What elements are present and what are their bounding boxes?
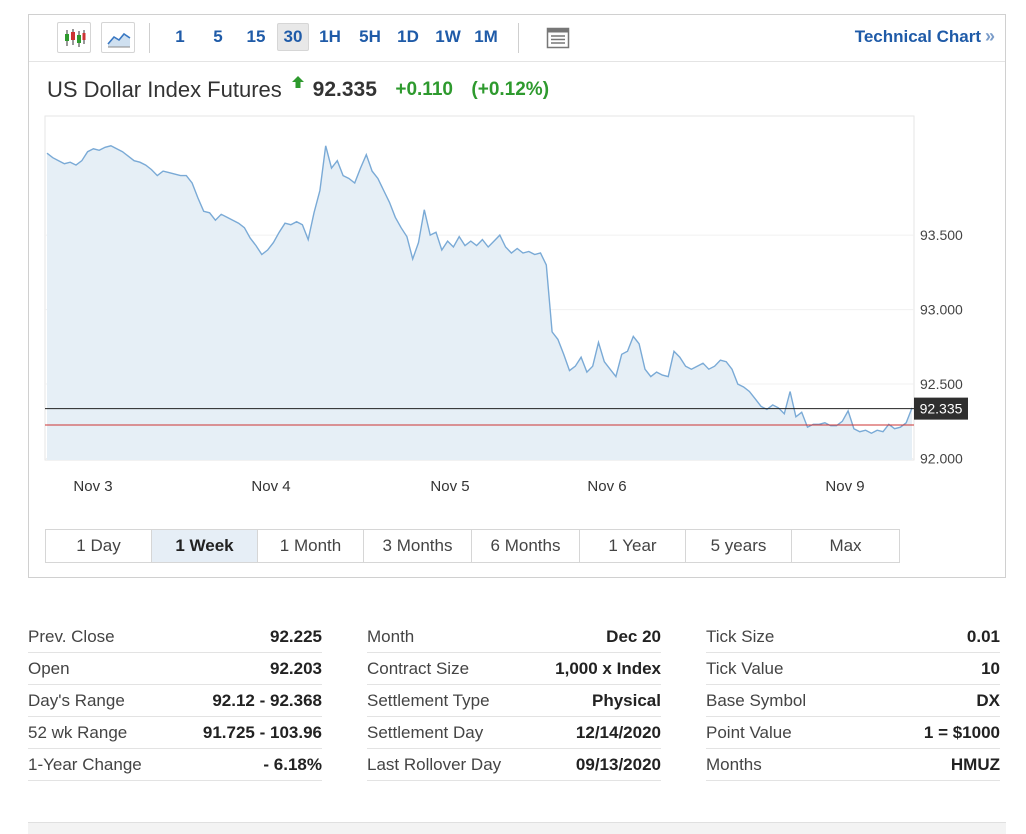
detail-label: Base Symbol — [706, 690, 807, 710]
price-change: +0.110 — [395, 79, 453, 100]
detail-value: 12/14/2020 — [575, 722, 661, 742]
up-arrow-icon — [292, 75, 305, 93]
detail-row: Settlement Type Physical — [367, 685, 661, 717]
range-6-months[interactable]: 6 Months — [472, 530, 580, 562]
detail-row: Months HMUZ — [706, 749, 1000, 781]
double-chevron-right-icon: » — [984, 26, 995, 46]
instrument-name: US Dollar Index Futures — [47, 77, 282, 102]
interval-1w[interactable]: 1W — [435, 27, 461, 46]
detail-label: Day's Range — [28, 690, 125, 710]
price-chart[interactable]: Investing .com 93.50093.00092.50092.000 … — [29, 115, 1005, 515]
technical-chart-link[interactable]: Technical Chart» — [855, 26, 995, 47]
price-area — [47, 145, 912, 461]
range-3-months[interactable]: 3 Months — [364, 530, 472, 562]
detail-label: Month — [367, 626, 415, 646]
detail-value: DX — [976, 690, 1000, 710]
detail-row: Base Symbol DX — [706, 685, 1000, 717]
detail-row: Tick Size 0.01 — [706, 621, 1000, 653]
candlestick-icon — [65, 29, 86, 47]
toolbar-divider — [518, 23, 519, 53]
last-price: 92.335 — [312, 78, 377, 101]
x-tick-label: Nov 5 — [430, 478, 469, 495]
detail-row: Month Dec 20 — [367, 621, 661, 653]
line-chart-icon — [107, 32, 131, 48]
toolbar-divider — [149, 23, 150, 53]
detail-value: 10 — [981, 658, 1000, 678]
detail-row: 1-Year Change - 6.18% — [28, 749, 322, 781]
interval-5h[interactable]: 5H — [359, 27, 381, 46]
details-column-3: Tick Size 0.01 Tick Value 10 Base Symbol DX Po… — [706, 621, 1000, 781]
svg-text:92.335: 92.335 — [920, 401, 963, 417]
y-tick-label: 92.000 — [920, 451, 963, 467]
technical-chart-label: Technical Chart — [854, 27, 981, 46]
detail-row: Prev. Close 92.225 — [28, 621, 322, 653]
detail-value: HMUZ — [950, 754, 1000, 774]
detail-value: 92.225 — [270, 626, 322, 646]
interval-30[interactable]: 30 — [277, 23, 309, 51]
detail-value: 92.12 - 92.368 — [212, 690, 322, 710]
range-5-years[interactable]: 5 years — [686, 530, 792, 562]
chart-widget: 1 5 15 30 1H 5H 1D 1W 1M Technical Chart» US Dol… — [28, 14, 1006, 578]
price-change-percent: (+0.12%) — [471, 79, 550, 100]
detail-label: Prev. Close — [28, 626, 115, 646]
detail-row: Settlement Day 12/14/2020 — [367, 717, 661, 749]
x-tick-label: Nov 6 — [587, 478, 626, 495]
detail-row: Contract Size 1,000 x Index — [367, 653, 661, 685]
detail-label: Last Rollover Day — [367, 754, 502, 774]
detail-label: Settlement Day — [367, 722, 484, 742]
details-column-2: Month Dec 20 Contract Size 1,000 x Index Set… — [367, 621, 661, 781]
detail-value: 92.203 — [270, 658, 322, 678]
interval-1m[interactable]: 1M — [474, 27, 498, 46]
detail-value: 1,000 x Index — [555, 658, 661, 678]
detail-value: Physical — [592, 690, 661, 710]
footer-strip — [28, 822, 1006, 834]
x-tick-label: Nov 9 — [825, 478, 864, 495]
detail-label: Tick Size — [706, 626, 775, 646]
details-column-1: Prev. Close 92.225 Open 92.203 Day's Range 92… — [28, 621, 322, 781]
detail-row: Point Value 1 = $1000 — [706, 717, 1000, 749]
candlestick-chart-button[interactable] — [57, 22, 91, 53]
detail-value: 09/13/2020 — [575, 754, 661, 774]
detail-label: Contract Size — [367, 658, 470, 678]
x-tick-label: Nov 4 — [251, 478, 290, 495]
area-chart-button[interactable] — [101, 22, 135, 53]
detail-label: 1-Year Change — [28, 754, 142, 774]
detail-label: Point Value — [706, 722, 792, 742]
detail-value: 1 = $1000 — [923, 722, 1000, 742]
detail-row: Day's Range 92.12 - 92.368 — [28, 685, 322, 717]
y-tick-label: 93.000 — [920, 302, 963, 318]
range-1-day[interactable]: 1 Day — [46, 530, 152, 562]
detail-value: 0.01 — [966, 626, 1000, 646]
interval-1d[interactable]: 1D — [397, 27, 419, 46]
y-tick-label: 93.500 — [920, 227, 963, 243]
detail-row: Tick Value 10 — [706, 653, 1000, 685]
chart-toolbar: 1 5 15 30 1H 5H 1D 1W 1M Technical Chart» — [29, 15, 1005, 62]
interval-1h[interactable]: 1H — [319, 27, 341, 46]
interval-15[interactable]: 15 — [246, 27, 266, 46]
range-max[interactable]: Max — [792, 530, 899, 562]
detail-label: Open — [28, 658, 70, 678]
interval-5[interactable]: 5 — [213, 27, 223, 46]
y-tick-label: 92.500 — [920, 376, 963, 392]
layout-icon — [546, 27, 570, 49]
quote-header: US Dollar Index Futures 92.335 +0.110 (+… — [47, 75, 550, 107]
range-1-week[interactable]: 1 Week — [152, 530, 258, 562]
detail-row: Open 92.203 — [28, 653, 322, 685]
chart-settings-button[interactable] — [546, 26, 570, 55]
detail-label: Months — [706, 754, 762, 774]
detail-row: 52 wk Range 91.725 - 103.96 — [28, 717, 322, 749]
detail-value: 91.725 - 103.96 — [202, 722, 322, 742]
range-1-month[interactable]: 1 Month — [258, 530, 364, 562]
detail-value: Dec 20 — [606, 626, 661, 646]
last-price-badge: 92.335 — [914, 397, 968, 420]
time-range-selector: 1 Day 1 Week 1 Month 3 Months 6 Months 1 Year… — [45, 529, 900, 563]
x-tick-label: Nov 3 — [73, 478, 112, 495]
detail-label: 52 wk Range — [28, 722, 128, 742]
range-1-year[interactable]: 1 Year — [580, 530, 686, 562]
detail-label: Settlement Type — [367, 690, 490, 710]
detail-label: Tick Value — [706, 658, 784, 678]
interval-1[interactable]: 1 — [175, 27, 185, 46]
detail-value: - 6.18% — [263, 754, 322, 774]
detail-row: Last Rollover Day 09/13/2020 — [367, 749, 661, 781]
